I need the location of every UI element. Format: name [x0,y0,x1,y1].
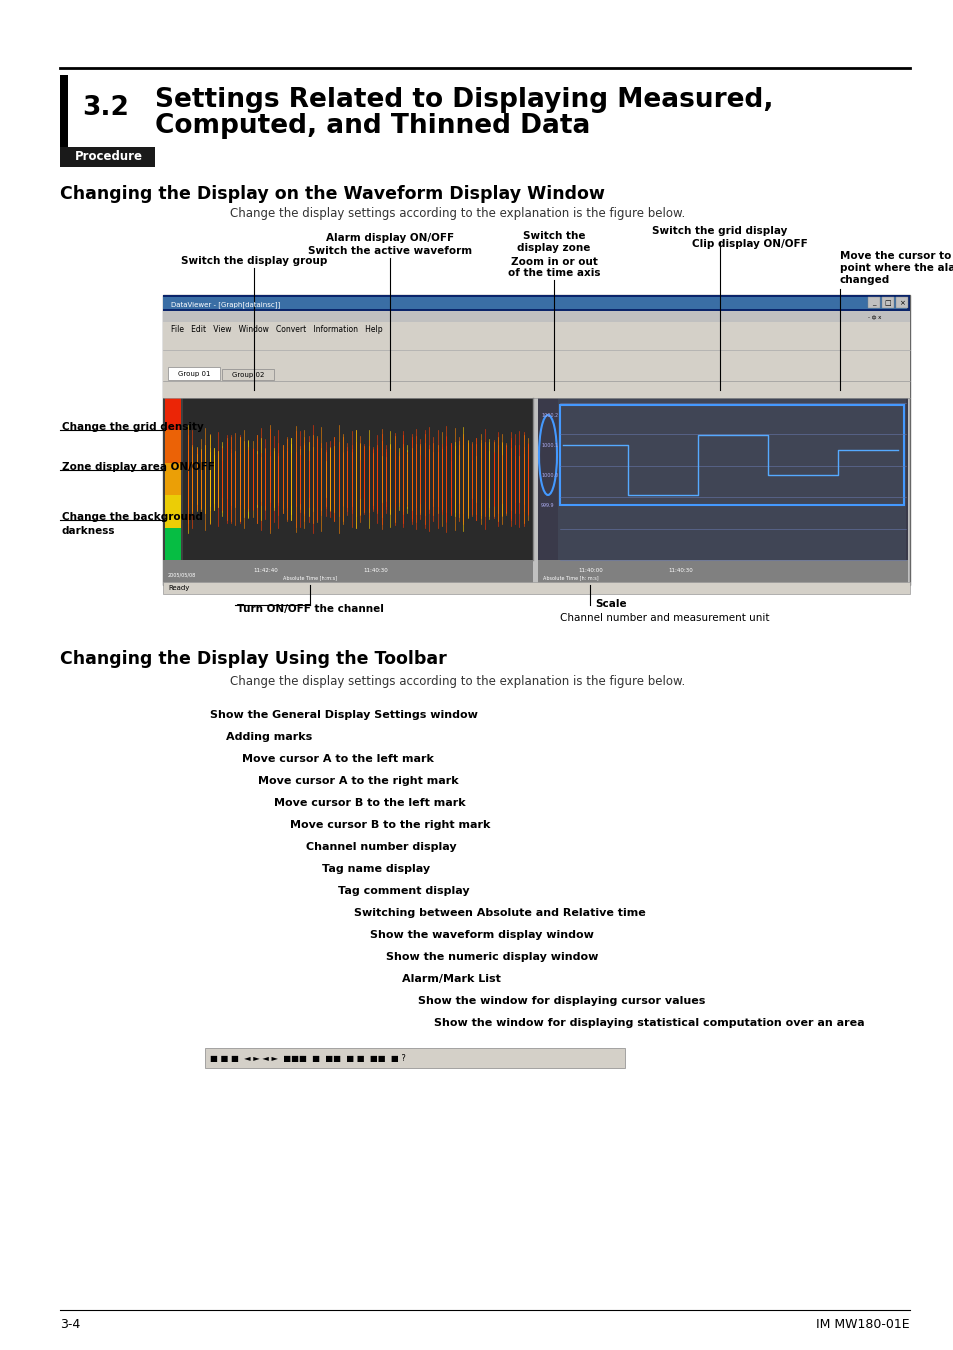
Bar [163,297,906,309]
Text: Absolute Time [h: m:s]: Absolute Time [h: m:s] [542,575,598,580]
Text: of the time axis: of the time axis [507,269,599,278]
Text: Settings Related to Displaying Measured,: Settings Related to Displaying Measured, [154,86,773,113]
Bar [183,398,533,560]
Text: Show the window for displaying cursor values: Show the window for displaying cursor va… [417,996,704,1006]
Text: - ф x: - ф x [867,315,881,320]
Text: Adding marks: Adding marks [226,732,312,742]
Bar [163,335,909,350]
Bar [882,297,893,308]
Text: Alarm/Mark List: Alarm/Mark List [401,973,500,984]
Bar [163,350,909,365]
Text: display zone: display zone [517,243,590,252]
Text: Changing the Display on the Waveform Display Window: Changing the Display on the Waveform Dis… [60,185,604,202]
Bar [558,398,905,560]
Text: Alarm display ON/OFF: Alarm display ON/OFF [326,234,454,243]
Text: ■ ■ ■  ◄ ► ◄ ►  ■■■  ■  ■■  ■ ■  ■■  ■ ?: ■ ■ ■ ◄ ► ◄ ► ■■■ ■ ■■ ■ ■ ■■ ■ ? [210,1053,405,1062]
Text: Changing the Display Using the Toolbar: Changing the Display Using the Toolbar [60,649,446,668]
Text: Switching between Absolute and Relative time: Switching between Absolute and Relative … [354,909,645,918]
Text: IM MW180-01E: IM MW180-01E [816,1318,909,1331]
Bar [165,398,181,431]
Bar [163,560,533,585]
Bar [163,323,909,335]
Text: 999.9: 999.9 [540,504,554,508]
Text: Channel number display: Channel number display [306,842,456,852]
Text: Switch the grid display: Switch the grid display [652,225,787,236]
Text: Move the cursor to the: Move the cursor to the [840,251,953,261]
Text: darkness: darkness [62,526,115,536]
Text: Procedure: Procedure [75,150,143,163]
Bar [559,405,903,505]
Text: Ready: Ready [168,585,190,591]
Text: 3-4: 3-4 [60,1318,80,1331]
Bar [165,431,181,463]
Bar [60,76,68,165]
Text: Tag comment display: Tag comment display [337,886,469,896]
Bar [165,463,181,495]
Text: Show the numeric display window: Show the numeric display window [386,952,598,963]
Bar [867,297,879,308]
Text: File   Edit   View   Window   Convert   Information   Help: File Edit View Window Convert Informatio… [171,324,382,333]
Text: Absolute Time [h:m:s]: Absolute Time [h:m:s] [283,575,336,580]
Bar [537,560,907,585]
Text: changed: changed [840,275,889,285]
Text: Show the waveform display window: Show the waveform display window [370,930,594,940]
Bar [163,398,533,560]
Text: Change the display settings according to the explanation is the figure below.: Change the display settings according to… [230,207,684,220]
Bar [163,582,909,594]
Text: Group 02: Group 02 [232,373,264,378]
Text: 11:42:40: 11:42:40 [253,567,277,572]
Text: Switch the active waveform: Switch the active waveform [308,246,472,256]
Text: Turn ON/OFF the channel: Turn ON/OFF the channel [236,603,383,614]
Text: Show the General Display Settings window: Show the General Display Settings window [210,710,477,720]
Bar [60,147,154,167]
Text: □: □ [883,300,890,306]
Text: Move cursor A to the right mark: Move cursor A to the right mark [257,776,458,786]
Text: 11:40:30: 11:40:30 [667,567,692,572]
Bar [168,367,220,379]
Text: Channel number and measurement unit: Channel number and measurement unit [559,613,769,622]
Text: Change the grid density: Change the grid density [62,423,204,432]
Text: point where the alarm: point where the alarm [840,263,953,273]
Text: Change the display settings according to the explanation is the figure below.: Change the display settings according to… [230,675,684,688]
Bar [163,296,909,310]
Text: 1000.0: 1000.0 [540,472,558,478]
Text: 11:40:30: 11:40:30 [363,567,387,572]
Bar [163,296,909,585]
Text: 11:40:00: 11:40:00 [578,567,602,572]
Text: Computed, and Thinned Data: Computed, and Thinned Data [154,113,590,139]
Bar [222,369,274,379]
Text: 1000.1: 1000.1 [540,443,558,448]
Bar [163,364,909,381]
Text: 1000.2: 1000.2 [540,413,558,418]
Bar [165,495,181,528]
Text: Move cursor A to the left mark: Move cursor A to the left mark [242,755,434,764]
Text: Zone display area ON/OFF: Zone display area ON/OFF [62,462,214,472]
Text: Group 01: Group 01 [177,371,210,377]
Text: 2005/05/08: 2005/05/08 [168,572,196,578]
Text: Switch the: Switch the [522,231,584,242]
Text: Move cursor B to the left mark: Move cursor B to the left mark [274,798,465,809]
Text: Clip display ON/OFF: Clip display ON/OFF [691,239,807,248]
Bar [537,398,907,560]
Bar [165,528,181,560]
Text: Move cursor B to the right mark: Move cursor B to the right mark [290,819,490,830]
Text: 3.2: 3.2 [82,95,129,122]
Bar [895,297,907,308]
Text: Tag name display: Tag name display [322,864,430,873]
Text: Change the background: Change the background [62,512,203,522]
Bar [163,310,909,323]
Text: Show the window for displaying statistical computation over an area: Show the window for displaying statistic… [434,1018,863,1027]
Bar [205,1048,624,1068]
Bar [163,381,909,398]
Text: DataViewer - [Graph[datainsc]]: DataViewer - [Graph[datainsc]] [171,301,280,308]
Text: Switch the display group: Switch the display group [181,256,327,266]
Text: Scale: Scale [595,599,626,609]
Text: ×: × [898,300,904,306]
Text: Zoom in or out: Zoom in or out [510,256,597,267]
Text: _: _ [871,300,875,306]
